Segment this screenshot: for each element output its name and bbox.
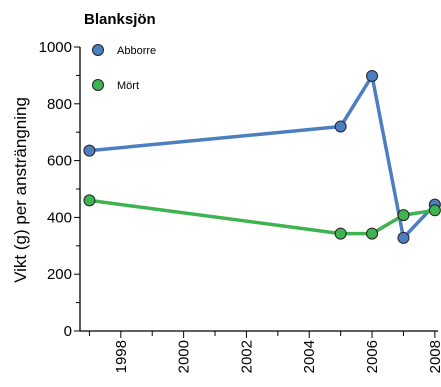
data-point [84, 195, 95, 206]
legend-label: Mört [117, 80, 139, 92]
data-point [367, 70, 378, 81]
data-point [398, 210, 409, 221]
x-tick-label: 2008 [427, 340, 441, 373]
x-tick-label: 2002 [238, 340, 255, 373]
y-tick-label: 600 [47, 153, 72, 170]
x-tick-label: 1998 [113, 340, 130, 373]
data-point [429, 205, 440, 216]
chart-title: Blanksjön [84, 11, 156, 28]
y-tick-label: 1000 [39, 39, 72, 56]
x-tick-label: 2000 [176, 340, 193, 373]
y-axis-label: Vikt (g) per ansträngning [11, 97, 30, 283]
data-point [398, 232, 409, 243]
series-line [89, 76, 434, 238]
series-m-rt [84, 195, 440, 239]
data-point [335, 228, 346, 239]
legend-marker [93, 45, 104, 56]
data-point [84, 145, 95, 156]
data-point [335, 121, 346, 132]
x-tick-label: 2004 [301, 340, 318, 373]
legend-marker [93, 80, 104, 91]
series-line [89, 200, 434, 233]
series-abborre [84, 70, 440, 243]
legend: Abborre Mört [93, 45, 157, 93]
y-tick-label: 800 [47, 96, 72, 113]
x-tick-label: 2006 [364, 340, 381, 373]
series-layer [84, 70, 440, 243]
data-point [367, 228, 378, 239]
y-tick-label: 0 [64, 323, 72, 340]
legend-label: Abborre [117, 45, 156, 57]
y-tick-label: 400 [47, 209, 72, 226]
y-tick-label: 200 [47, 266, 72, 283]
